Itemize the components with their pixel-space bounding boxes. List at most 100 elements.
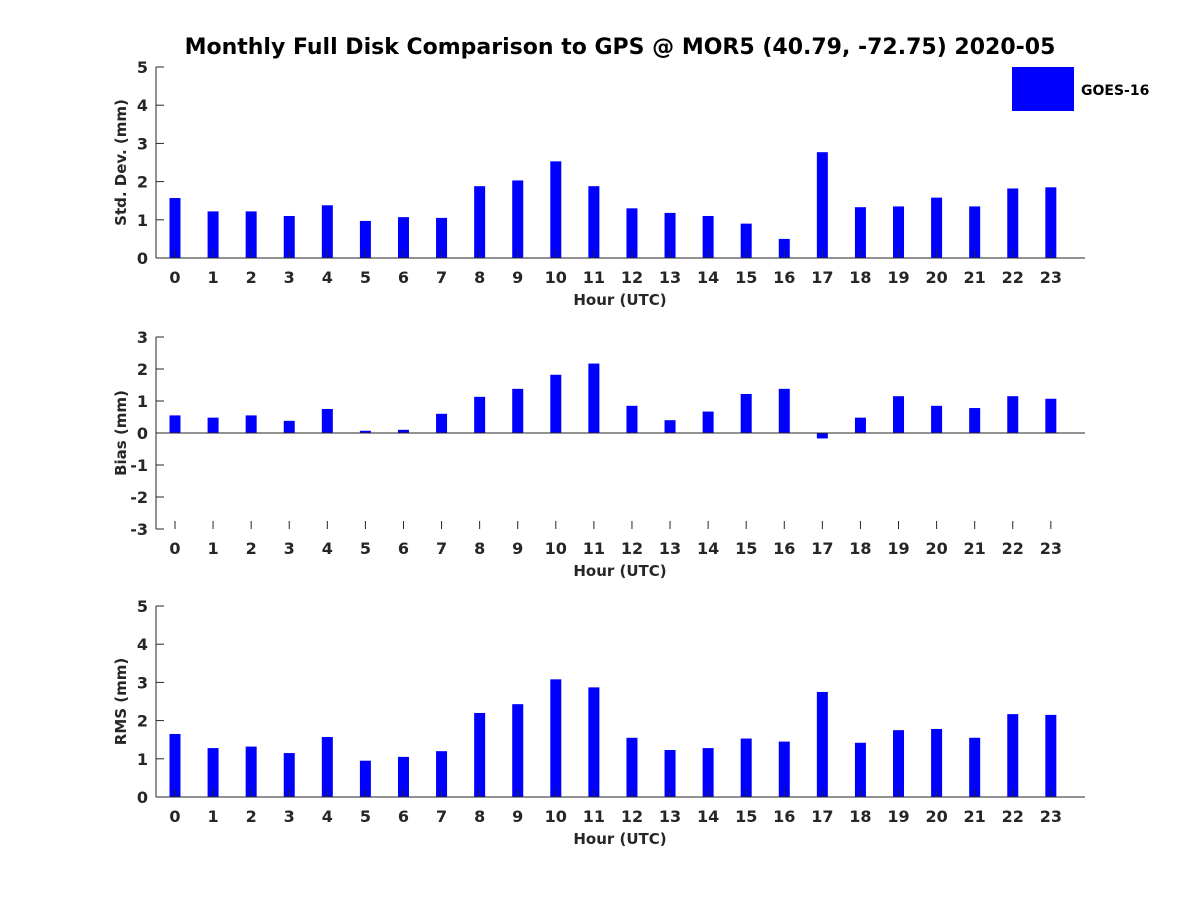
bias-bar-2	[245, 415, 257, 433]
rms-x-tick-label-17: 17	[811, 807, 833, 826]
std-dev-bar-10	[550, 161, 562, 258]
rms-y-tick-label-5: 5	[137, 597, 148, 616]
rms-bar-23	[1045, 714, 1057, 797]
rms-bar-17	[816, 691, 828, 797]
rms-x-tick-label-0: 0	[169, 807, 180, 826]
bias-bar-15	[740, 393, 752, 433]
std-dev-bar-15	[740, 223, 752, 258]
bias-bar-8	[474, 396, 486, 433]
bias-y-tick-label-2: 2	[137, 360, 148, 379]
std-dev-bar-4	[321, 205, 333, 258]
bias-x-tick-label-22: 22	[1002, 539, 1024, 558]
bias-bar-11	[588, 363, 600, 433]
rms-bar-20	[931, 729, 943, 797]
bias-x-tick-label-0: 0	[169, 539, 180, 558]
rms-bar-11	[588, 687, 600, 797]
std-dev-bar-22	[1007, 188, 1019, 258]
bias-x-tick-label-17: 17	[811, 539, 833, 558]
std-dev-y-tick-label-3: 3	[137, 134, 148, 153]
rms-x-tick-label-4: 4	[322, 807, 333, 826]
bias-x-tick-label-7: 7	[436, 539, 447, 558]
std-dev-y-tick-label-5: 5	[137, 58, 148, 77]
std-dev-x-tick-label-17: 17	[811, 268, 833, 287]
std-dev-bar-14	[702, 215, 714, 258]
std-dev-y-axis-label: Std. Dev. (mm)	[112, 99, 130, 226]
std-dev-x-tick-label-13: 13	[659, 268, 681, 287]
bias-bar-21	[969, 408, 981, 433]
rms-bar-6	[397, 756, 409, 797]
std-dev-bar-6	[397, 217, 409, 258]
std-dev-y-tick-label-4: 4	[137, 96, 148, 115]
bias-bar-10	[550, 374, 562, 433]
bias-x-tick-label-20: 20	[925, 539, 947, 558]
std-dev-x-tick-label-6: 6	[398, 268, 409, 287]
rms-bar-3	[283, 753, 295, 797]
std-dev-bar-11	[588, 186, 600, 258]
rms-bar-7	[436, 751, 448, 797]
rms-x-tick-label-9: 9	[512, 807, 523, 826]
bias-x-tick-label-6: 6	[398, 539, 409, 558]
rms-y-axis-label: RMS (mm)	[112, 658, 130, 745]
bias-x-tick-label-11: 11	[583, 539, 605, 558]
std-dev-x-tick-label-18: 18	[849, 268, 871, 287]
std-dev-x-tick-label-9: 9	[512, 268, 523, 287]
bias-bar-13	[664, 420, 676, 433]
std-dev-x-tick-label-20: 20	[925, 268, 947, 287]
rms-x-tick-label-2: 2	[246, 807, 257, 826]
std-dev-bar-1	[207, 211, 219, 258]
bias-x-tick-label-21: 21	[964, 539, 986, 558]
bias-bar-9	[512, 388, 524, 433]
rms-bar-19	[893, 730, 905, 797]
rms-x-tick-label-20: 20	[925, 807, 947, 826]
bias-bar-1	[207, 417, 219, 433]
bias-bar-6	[397, 429, 409, 433]
bias-x-tick-label-3: 3	[284, 539, 295, 558]
bias-bar-16	[778, 388, 790, 433]
rms-bar-15	[740, 738, 752, 797]
bias-bar-22	[1007, 396, 1019, 433]
rms-x-tick-label-16: 16	[773, 807, 795, 826]
std-dev-y-tick-label-0: 0	[137, 249, 148, 268]
bias-x-tick-label-2: 2	[246, 539, 257, 558]
legend-label: GOES-16	[1081, 83, 1149, 99]
std-dev-x-tick-label-16: 16	[773, 268, 795, 287]
std-dev-x-tick-label-8: 8	[474, 268, 485, 287]
bias-bar-7	[436, 413, 448, 433]
bias-bar-19	[893, 396, 905, 433]
bias-bar-17	[816, 433, 828, 439]
bias-bar-12	[626, 405, 638, 433]
bias-x-tick-label-9: 9	[512, 539, 523, 558]
bias-y-tick-label-3: 3	[137, 328, 148, 347]
std-dev-x-tick-label-21: 21	[964, 268, 986, 287]
std-dev-x-tick-label-2: 2	[246, 268, 257, 287]
rms-bar-16	[778, 741, 790, 797]
rms-x-tick-label-1: 1	[208, 807, 219, 826]
bias-y-tick-label-3: -3	[130, 520, 148, 539]
std-dev-x-tick-label-22: 22	[1002, 268, 1024, 287]
bias-y-axis-label: Bias (mm)	[112, 390, 130, 476]
rms-bar-13	[664, 750, 676, 797]
bias-x-tick-label-1: 1	[208, 539, 219, 558]
std-dev-bar-3	[283, 215, 295, 258]
bias-y-tick-label-1: -1	[130, 456, 148, 475]
std-dev-bar-8	[474, 186, 486, 258]
rms-bar-9	[512, 704, 524, 797]
std-dev-bar-23	[1045, 187, 1057, 258]
rms-bar-8	[474, 712, 486, 797]
rms-y-tick-label-4: 4	[137, 635, 148, 654]
rms-x-tick-label-8: 8	[474, 807, 485, 826]
std-dev-x-tick-label-10: 10	[545, 268, 567, 287]
std-dev-bar-7	[436, 217, 448, 258]
bias-x-tick-label-23: 23	[1040, 539, 1062, 558]
bias-x-tick-label-10: 10	[545, 539, 567, 558]
rms-x-tick-label-15: 15	[735, 807, 757, 826]
rms-bar-14	[702, 748, 714, 797]
std-dev-x-tick-label-0: 0	[169, 268, 180, 287]
rms-bar-22	[1007, 714, 1019, 797]
rms-x-axis-label: Hour (UTC)	[573, 830, 666, 848]
std-dev-x-tick-label-7: 7	[436, 268, 447, 287]
std-dev-bar-16	[778, 238, 790, 258]
